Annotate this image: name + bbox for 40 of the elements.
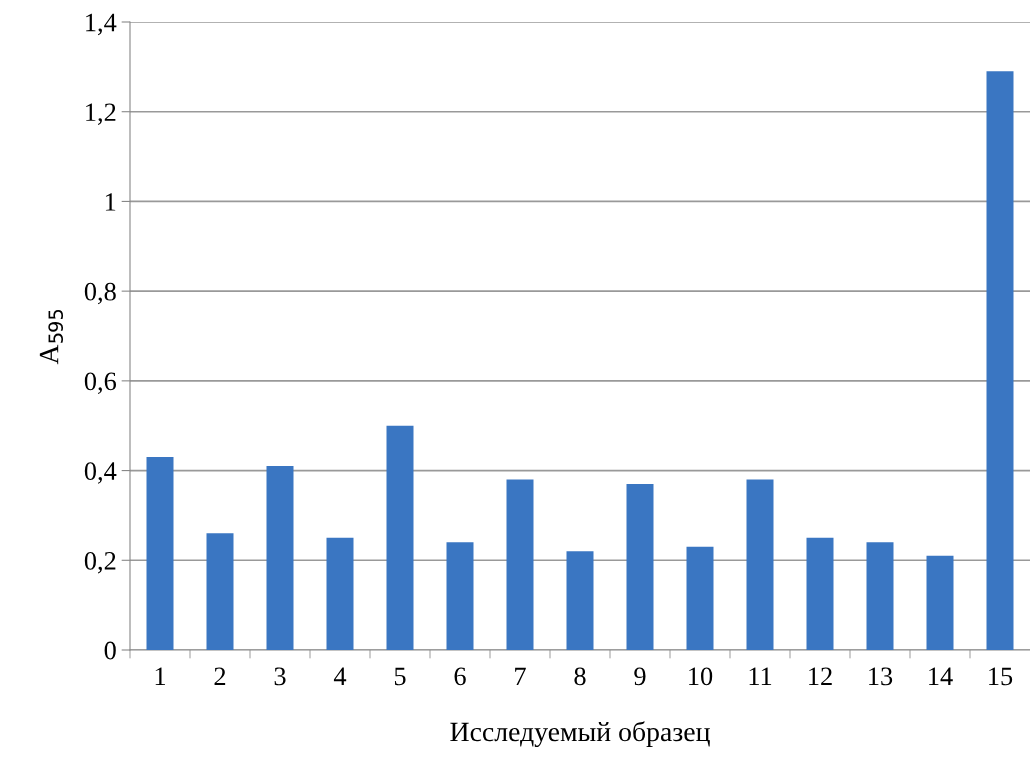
x-axis-title: Исследуемый образец: [450, 721, 710, 748]
bar: [686, 546, 714, 650]
bar: [986, 71, 1014, 650]
bar: [146, 457, 174, 650]
y-tick-label: 0,4: [84, 462, 117, 484]
y-tick-label: 0: [104, 641, 116, 660]
y-tick-label: 1,2: [86, 103, 116, 125]
bar: [266, 466, 294, 650]
bar: [386, 425, 414, 650]
y-tick-label: 0,6: [84, 372, 117, 395]
x-tick-label: 8: [574, 667, 586, 686]
x-tick-label: 13: [869, 667, 893, 686]
y-axis-title: A$_{595}$: [39, 309, 64, 365]
bar: [746, 479, 774, 650]
x-tick-label: 9: [634, 667, 646, 686]
y-tick-label: 1,4: [86, 13, 117, 36]
y-tick-label: 0,2: [84, 551, 116, 574]
x-tick-label: 2: [214, 667, 226, 685]
bar: [626, 484, 654, 650]
x-tick-label: 15: [989, 667, 1013, 686]
x-tick-label: 4: [333, 667, 347, 685]
x-tick-label: 10: [689, 667, 713, 686]
y-tick-label: 1: [105, 193, 116, 211]
x-tick-label: 12: [809, 667, 832, 685]
bar: [326, 537, 354, 650]
x-tick-label: 1: [155, 667, 166, 685]
y-tick-label: 0,8: [84, 282, 116, 305]
bar: [446, 542, 474, 650]
x-tick-label: 7: [515, 667, 526, 685]
x-tick-label: 6: [454, 667, 466, 686]
x-tick-label: 5: [394, 667, 406, 686]
bar: [566, 551, 594, 650]
bar: [866, 542, 894, 650]
bar: [806, 537, 834, 650]
bar: [206, 533, 234, 650]
bar: [926, 555, 954, 650]
x-tick-label: 11: [749, 667, 772, 685]
x-tick-label: 3: [274, 667, 286, 686]
bar: [506, 479, 534, 650]
x-tick-label: 14: [929, 667, 953, 685]
